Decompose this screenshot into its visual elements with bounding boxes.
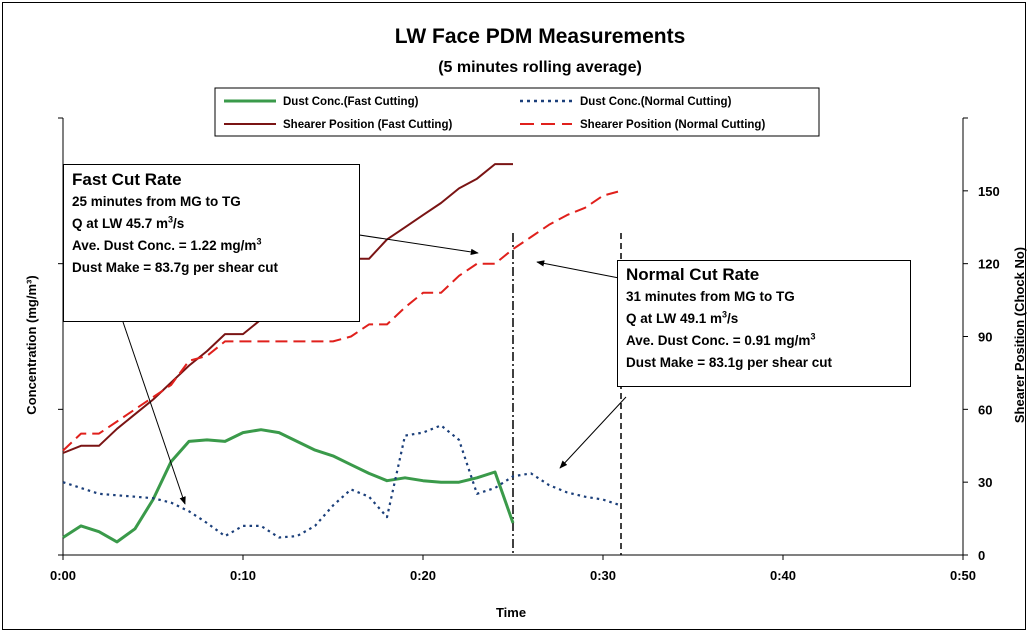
dust-fast-line [62,428,515,544]
fast-cut-title: Fast Cut Rate [72,170,182,189]
chart-title: LW Face PDM Measurements [395,25,686,48]
x-tick-label: 0:10 [230,568,256,583]
shearer-normal-line [62,189,622,452]
y-right-tick-label: 0 [978,548,985,563]
x-tick-label: 0:40 [770,568,796,583]
normal-cut-airflow: Q at LW 49.1 m3/s [626,309,739,326]
legend: Dust Conc.(Fast Cutting) Dust Conc.(Norm… [214,87,820,137]
fast-cut-airflow: Q at LW 45.7 m3/s [72,214,185,231]
x-tick-label: 0:30 [590,568,616,583]
vertical-markers [512,233,622,555]
fast-cut-dust-make: Dust Make = 83.7g per shear cut [72,260,278,275]
arrow-fast-to-dust [122,321,186,505]
x-tick-label: 0:50 [950,568,976,583]
normal-cut-title: Normal Cut Rate [626,265,760,284]
y-right-tick-label: 30 [978,475,992,490]
normal-cut-annotation: Normal Cut Rate 31 minutes from MG to TG… [617,260,911,387]
y-axis-right-label: Shearer Position (Chock No) [1012,247,1027,423]
x-axis-label: Time [496,605,526,620]
y-right-tick-label: 90 [978,330,992,345]
axis-ticks: 0:00 0:10 0:20 0:30 0:40 0:500 30 60 90 120 150 [50,117,1000,583]
normal-cut-dust-make: Dust Make = 83.1g per shear cut [626,355,832,370]
fast-cut-avg-dust: Ave. Dust Conc. = 1.22 mg/m3 [72,236,262,253]
chart-subtitle: (5 minutes rolling average) [438,59,642,76]
dust-normal-line [62,424,622,539]
legend-label-fast-dust: Dust Conc.(Fast Cutting) [283,96,419,108]
fast-cut-annotation: Fast Cut Rate 25 minutes from MG to TG Q… [63,164,360,322]
normal-cut-avg-dust: Ave. Dust Conc. = 0.91 mg/m3 [626,331,816,348]
y-axis-left-label: Concentration (mg/m³) [24,275,39,414]
arrow-normal-to-dust [559,396,627,469]
fast-cut-duration: 25 minutes from MG to TG [72,194,241,209]
legend-label-normal-dust: Dust Conc.(Normal Cutting) [580,96,732,108]
y-right-tick-label: 120 [978,257,1000,272]
y-right-tick-label: 60 [978,402,992,417]
legend-label-fast-shearer: Shearer Position (Fast Cutting) [283,119,452,131]
annotation-arrows [122,225,627,505]
x-tick-label: 0:00 [50,568,76,583]
legend-label-normal-shearer: Shearer Position (Normal Cutting) [580,119,765,131]
normal-cut-duration: 31 minutes from MG to TG [626,289,795,304]
x-tick-label: 0:20 [410,568,436,583]
arrow-normal-to-shearer [536,260,620,279]
y-right-tick-label: 150 [978,184,1000,199]
legend-box [214,87,820,137]
